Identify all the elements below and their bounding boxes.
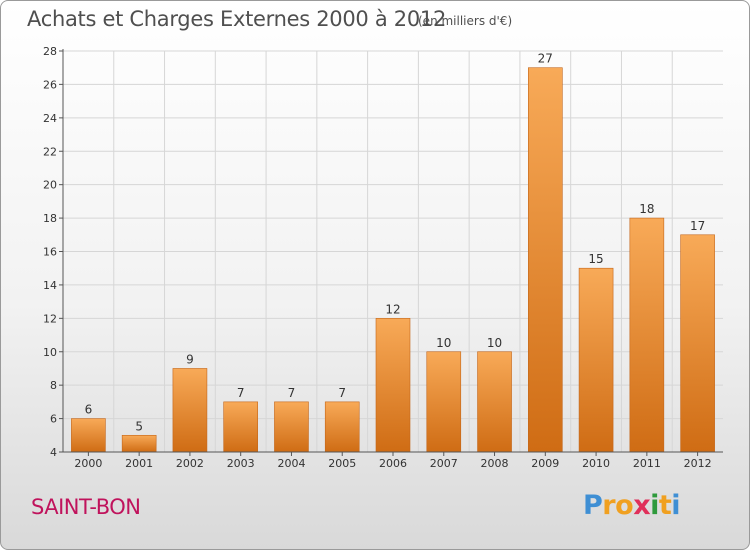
bar-value-label: 18 [639,202,654,216]
bar-value-label: 9 [186,352,194,366]
y-tick-label: 26 [43,78,57,91]
logo-letter: t [658,490,672,521]
x-tick-label: 2006 [379,457,407,470]
y-tick-label: 20 [43,179,57,192]
bar-value-label: 7 [338,386,346,400]
x-tick-label: 2002 [176,457,204,470]
x-tick-label: 2005 [328,457,356,470]
bar-value-label: 12 [385,302,400,316]
y-tick-label: 10 [43,346,57,359]
y-tick-label: 16 [43,246,57,259]
logo-letter: i [671,490,681,521]
x-tick-label: 2007 [430,457,458,470]
bar-2000 [71,418,106,453]
y-tick-label: 6 [50,413,57,426]
bar-2010 [578,267,614,453]
bar-2009 [528,67,563,453]
bar-value-label: 7 [237,386,245,400]
logo-letter: o [615,490,634,521]
labels: 4 6 8 10 12 14 16 18 20 22 24 26 28 6 2000 5 2001 9 2002 7 2… [43,45,712,470]
y-tick-label: 14 [43,279,57,292]
y-tick-label: 12 [43,312,57,325]
bar-2005 [324,401,360,453]
bar-2002 [172,368,208,453]
proxiti-logo[interactable]: Proxiti [583,490,681,521]
x-tick-label: 2001 [125,457,153,470]
y-tick-label: 28 [43,45,57,58]
x-tick-label: 2011 [633,457,661,470]
bar-value-label: 10 [487,336,502,350]
chart-title: Achats et Charges Externes 2000 à 2012 [27,7,447,31]
bar-2008 [477,351,512,453]
bar-value-label: 10 [436,336,451,350]
bar-2003 [223,401,258,453]
y-tick-label: 24 [43,112,57,125]
y-tick-label: 22 [43,145,57,158]
bar-2011 [629,217,665,453]
bar-value-label: 17 [690,219,705,233]
y-tick-label: 4 [50,446,57,459]
logo-letter: P [583,490,603,521]
bar-value-label: 15 [588,252,603,266]
bar-2006 [375,318,411,453]
bar-value-label: 5 [135,419,143,433]
bar-2007 [426,351,462,453]
x-tick-label: 2009 [531,457,559,470]
chart-unit: (en milliers d'€) [418,14,513,28]
x-tick-label: 2008 [481,457,509,470]
bar-2012 [680,234,715,453]
x-tick-label: 2012 [684,457,712,470]
logo-letter: r [602,490,616,521]
bar-value-label: 6 [85,403,93,417]
bars [71,67,715,453]
axes [59,49,723,456]
x-tick-label: 2010 [582,457,610,470]
x-tick-label: 2004 [277,457,305,470]
bar-2004 [274,401,309,453]
x-tick-label: 2003 [227,457,255,470]
bar-2001 [121,434,157,453]
place-name: SAINT-BON [31,495,141,519]
y-tick-label: 18 [43,212,57,225]
logo-letter: x [633,490,651,521]
y-tick-label: 8 [50,379,57,392]
bar-value-label: 7 [288,386,296,400]
bar-value-label: 27 [538,52,553,66]
logo-letter: i [650,490,659,521]
x-tick-label: 2000 [74,457,102,470]
